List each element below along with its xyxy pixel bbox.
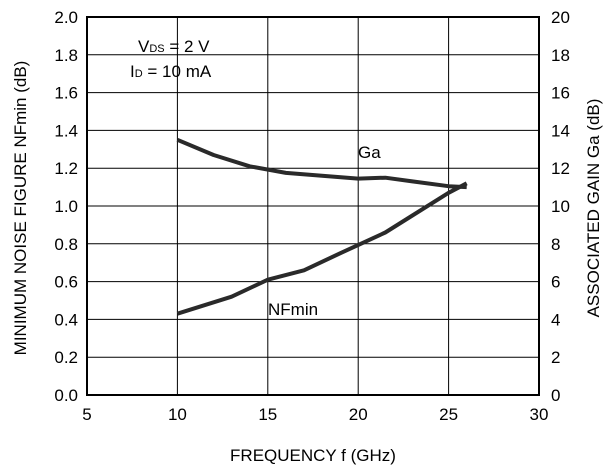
y-right-tick-label: 2	[551, 348, 560, 367]
x-tick-label: 5	[82, 405, 91, 424]
series-label-ga: Ga	[358, 143, 381, 162]
y-right-tick-label: 14	[551, 121, 570, 140]
y-right-tick-label: 6	[551, 273, 560, 292]
y-left-tick-label: 0.4	[54, 310, 78, 329]
y-left-tick-label: 1.4	[54, 121, 78, 140]
id-annotation: ID = 10 mA	[130, 62, 212, 81]
y-left-tick-label: 0.6	[54, 273, 78, 292]
y-left-tick-label: 1.0	[54, 197, 78, 216]
y-left-tick-label: 0.0	[54, 386, 78, 405]
x-tick-label: 20	[349, 405, 368, 424]
y-right-tick-label: 0	[551, 386, 560, 405]
y-right-tick-label: 8	[551, 235, 560, 254]
vds-annotation: VDS = 2 V	[138, 37, 210, 56]
y-right-tick-label: 20	[551, 8, 570, 27]
y-right-axis-title: ASSOCIATED GAIN Ga (dB)	[584, 99, 603, 318]
series	[176, 137, 468, 316]
y-right-tick-label: 10	[551, 197, 570, 216]
plot-frame	[86, 16, 540, 396]
y-left-tick-label: 1.8	[54, 46, 78, 65]
y-left-tick-label: 2.0	[54, 8, 78, 27]
grid	[87, 17, 539, 395]
y-left-tick-label: 1.6	[54, 84, 78, 103]
y-right-tick-label: 18	[551, 46, 570, 65]
y-left-tick-label: 0.8	[54, 235, 78, 254]
y-right-tick-label: 16	[551, 84, 570, 103]
series-label-nfmin: NFmin	[268, 300, 318, 319]
series-line-ga	[176, 137, 467, 190]
x-tick-label: 25	[439, 405, 458, 424]
y-right-tick-label: 4	[551, 310, 560, 329]
y-left-tick-label: 0.2	[54, 348, 78, 367]
x-axis-title: FREQUENCY f (GHz)	[230, 446, 396, 465]
x-tick-label: 30	[530, 405, 549, 424]
y-left-axis-title: MINIMUM NOISE FIGURE NFmin (dB)	[11, 61, 30, 356]
x-tick-label: 15	[258, 405, 277, 424]
y-left-tick-label: 1.2	[54, 159, 78, 178]
conditions-annotation: VDS = 2 V ID = 10 mA	[130, 37, 212, 81]
series-line-nfmin	[176, 181, 468, 316]
tick-labels: 5 10 15 20 25 300.00.20.40.60.81.01.21.41.61.…	[54, 8, 570, 424]
y-right-tick-label: 12	[551, 159, 570, 178]
x-tick-label: 10	[168, 405, 187, 424]
